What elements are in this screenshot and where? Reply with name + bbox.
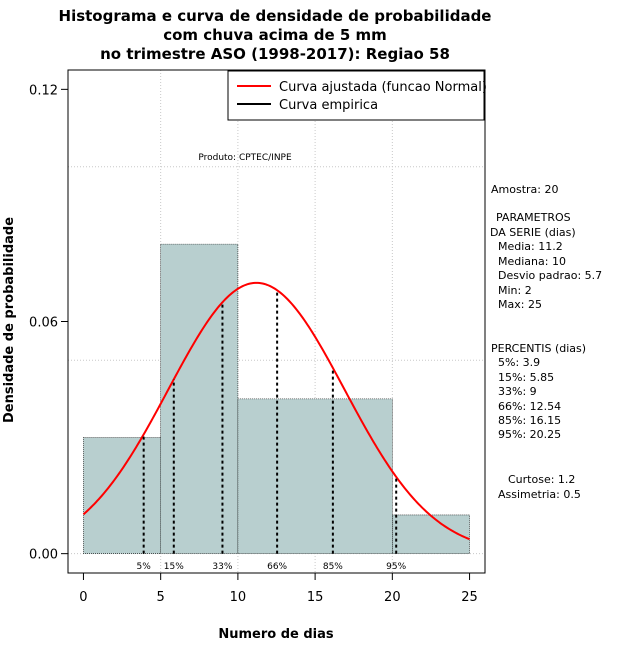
skewness: Assimetria: 0.5: [498, 488, 581, 501]
histogram-bar-0: [83, 437, 161, 554]
percentile-lines: 5% 15% 33% 66% 85% 95%: [137, 290, 407, 572]
percentile-15: 15%: 5.85: [498, 371, 554, 384]
y-axis: 0.00 0.06 0.12: [29, 83, 69, 563]
product-annotation: Produto: CPTEC/INPE: [198, 153, 292, 163]
percentile-label-2: 33%: [212, 562, 232, 572]
params-title-1: PARAMETROS: [496, 211, 571, 224]
percentile-label-5: 95%: [386, 562, 406, 572]
params-title-2: DA SERIE (dias): [490, 226, 576, 239]
y-tick-label-1: 0.06: [29, 316, 58, 331]
kurtosis: Curtose: 1.2: [508, 473, 575, 486]
y-tick-label-2: 0.12: [29, 83, 58, 98]
percentile-5: 5%: 3.9: [498, 356, 540, 369]
x-tick-label-3: 15: [307, 590, 324, 605]
x-tick-label-0: 0: [79, 590, 87, 605]
chart-title-line-3: no trimestre ASO (1998-2017): Regiao 58: [100, 45, 450, 63]
y-axis-label: Densidade de probabilidade: [2, 217, 17, 423]
x-tick-label-5: 25: [461, 590, 478, 605]
sample-size: Amostra: 20: [491, 183, 558, 196]
x-tick-label-2: 10: [230, 590, 247, 605]
legend-box: [227, 70, 485, 121]
chart-title-line-1: Histograma e curva de densidade de proba…: [59, 7, 492, 25]
percentile-label-1: 15%: [164, 562, 184, 572]
y-tick-label-0: 0.00: [29, 548, 58, 563]
side-panel: Amostra: 20 PARAMETROS DA SERIE (dias) M…: [490, 183, 602, 501]
normal-curve-line: [82, 281, 470, 541]
percentile-95: 95%: 20.25: [498, 428, 561, 441]
stat-sd: Desvio padrao: 5.7: [498, 269, 602, 282]
stat-mean: Media: 11.2: [498, 240, 563, 253]
percentile-85: 85%: 16.15: [498, 414, 561, 427]
x-axis-label: Numero de dias: [218, 627, 334, 642]
legend: Curva ajustada (funcao Normal) Curva emp…: [227, 70, 487, 121]
legend-label-normal: Curva ajustada (funcao Normal): [279, 80, 487, 95]
x-axis: 0 5 10 15 20 25: [79, 572, 478, 605]
x-tick-label-4: 20: [384, 590, 401, 605]
legend-label-empirical: Curva empirica: [279, 98, 378, 113]
stat-median: Mediana: 10: [498, 255, 566, 268]
stat-max: Max: 25: [498, 298, 542, 311]
x-tick-label-1: 5: [157, 590, 165, 605]
histogram-bars: [83, 243, 470, 554]
chart-title-line-2: com chuva acima de 5 mm: [163, 26, 387, 44]
percentile-label-3: 66%: [267, 562, 287, 572]
percentile-33: 33%: 9: [498, 385, 537, 398]
percentiles-title: PERCENTIS (dias): [491, 342, 586, 355]
histogram-bar-2: [237, 398, 393, 554]
percentile-label-0: 5%: [137, 562, 152, 572]
histogram-bar-1: [160, 243, 239, 554]
percentile-66: 66%: 12.54: [498, 400, 561, 413]
stat-min: Min: 2: [498, 284, 532, 297]
percentile-label-4: 85%: [323, 562, 343, 572]
